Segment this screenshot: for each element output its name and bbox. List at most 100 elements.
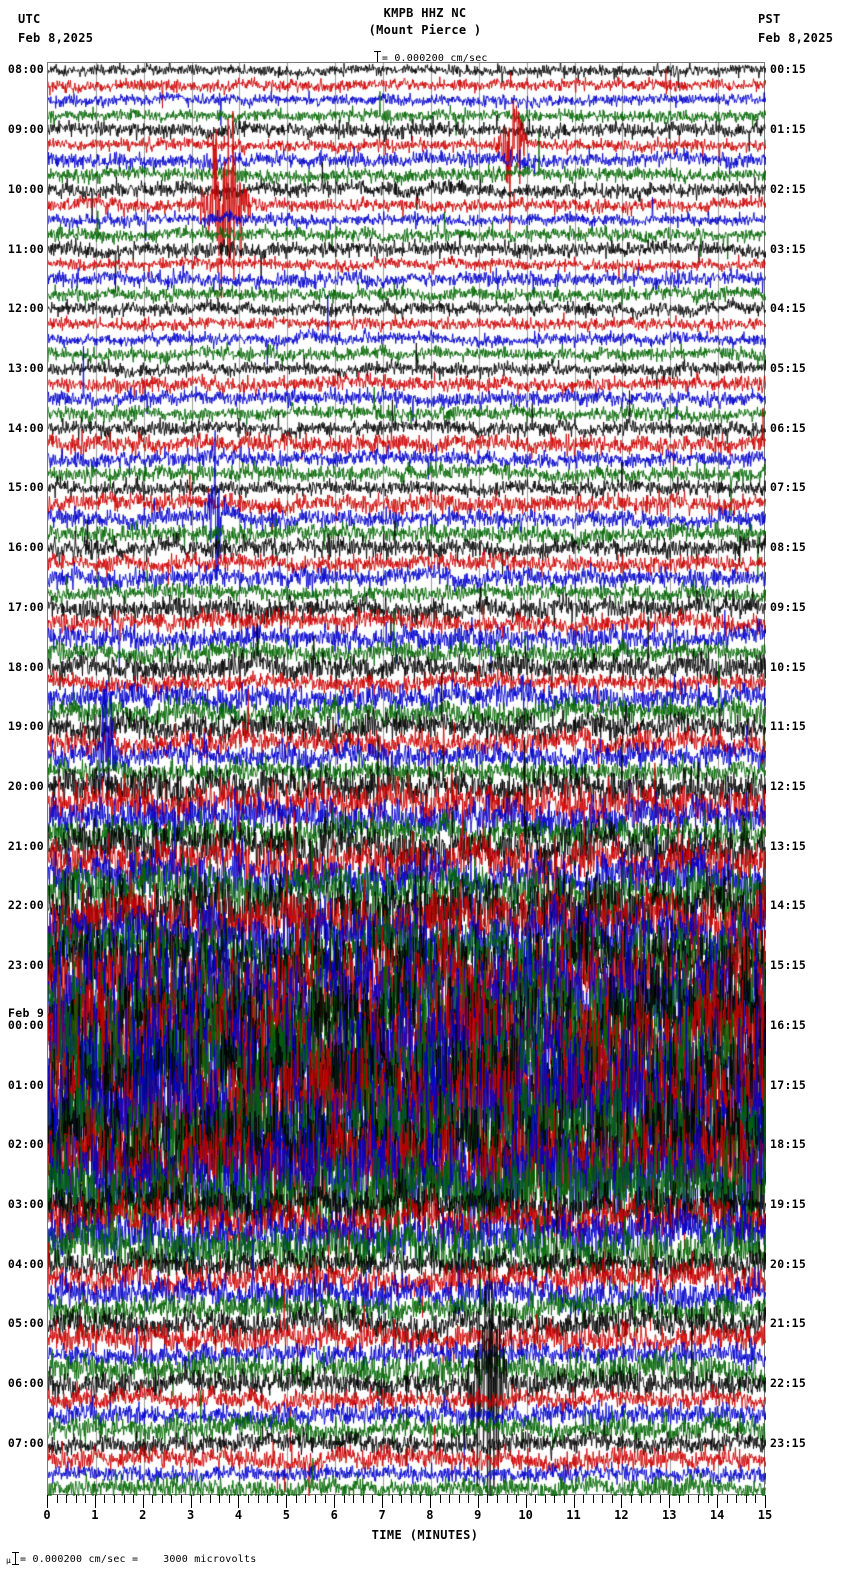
station-name-label: (Mount Pierce ) <box>368 23 482 37</box>
axis-tick-minor <box>583 1495 585 1503</box>
axis-tick-minor <box>563 1495 565 1503</box>
header-left-block: UTC Feb 8,2025 <box>18 10 93 48</box>
axis-tick-minor <box>420 1495 422 1503</box>
utc-hour-label-1100: 11:00 <box>7 241 44 256</box>
axis-tick-minor <box>372 1495 374 1503</box>
axis-tick-major <box>669 1495 671 1508</box>
axis-tick-minor <box>276 1495 278 1503</box>
axis-tick-minor <box>487 1495 489 1503</box>
utc-hour-label-1300: 13:00 <box>7 361 44 375</box>
utc-hour-label-2100: 21:00 <box>7 838 44 853</box>
axis-tick-minor <box>324 1495 326 1503</box>
axis-tick-major <box>286 1495 288 1508</box>
axis-tick-minor <box>736 1495 738 1503</box>
utc-hour-label-1900: 19:00 <box>7 719 44 734</box>
axis-tick-major <box>477 1495 479 1508</box>
header-right-block: PST Feb 8,2025 <box>758 10 833 48</box>
pst-hour-label-2215: 22:15 <box>770 1376 807 1391</box>
pst-date-label: Feb 8,2025 <box>758 31 834 45</box>
axis-tick-minor <box>697 1495 699 1503</box>
pst-hour-label-1215: 12:15 <box>770 778 807 793</box>
axis-tick-minor <box>133 1495 135 1503</box>
ibeam-scalebar-icon <box>373 50 382 64</box>
axis-tick-minor <box>496 1495 498 1503</box>
axis-tick-minor <box>228 1495 230 1503</box>
pst-hour-label-0315: 03:15 <box>770 241 807 256</box>
axis-tick-minor <box>458 1495 460 1503</box>
axis-tick-minor <box>114 1495 115 1503</box>
axis-tick-label: 8 <box>426 1508 434 1522</box>
scale-reference: = 0.000200 cm/sec <box>348 36 488 80</box>
axis-tick-minor <box>295 1495 297 1503</box>
pst-hour-label-0515: 05:15 <box>770 361 807 375</box>
utc-hour-label-1700: 17:00 <box>7 599 44 614</box>
axis-tick-label: 12 <box>614 1508 629 1522</box>
timezone-utc-label: UTC <box>18 12 41 26</box>
helicorder-plot[interactable] <box>47 62 766 1496</box>
utc-hour-label-2200: 22:00 <box>7 898 44 913</box>
axis-tick-label: 6 <box>330 1508 338 1522</box>
pst-hour-label-1115: 11:15 <box>770 719 807 734</box>
axis-tick-label: 1 <box>91 1508 99 1522</box>
pst-hour-label-0715: 07:15 <box>770 480 807 495</box>
axis-tick-minor <box>219 1495 221 1503</box>
pst-hour-label-1315: 13:15 <box>770 838 807 853</box>
axis-tick-major <box>190 1495 192 1508</box>
timezone-pst-label: PST <box>758 12 781 26</box>
axis-tick-minor <box>104 1495 106 1503</box>
axis-tick-major <box>429 1495 431 1508</box>
axis-tick-minor <box>535 1495 537 1503</box>
utc-hour-label-0400: 04:00 <box>7 1256 44 1271</box>
axis-tick-minor <box>75 1495 77 1503</box>
axis-tick-major <box>573 1495 575 1508</box>
pst-hour-label-2015: 20:15 <box>770 1256 807 1271</box>
axis-tick-label: 7 <box>378 1508 386 1522</box>
day-change-label: Feb 9 <box>8 1005 45 1020</box>
axis-tick-minor <box>267 1495 269 1503</box>
axis-tick-minor <box>410 1495 412 1503</box>
axis-tick-minor <box>688 1495 690 1503</box>
axis-tick-minor <box>726 1495 728 1503</box>
utc-hour-label-0700: 07:00 <box>7 1435 44 1450</box>
axis-tick-minor <box>353 1495 355 1503</box>
axis-tick-minor <box>401 1495 403 1503</box>
axis-tick-minor <box>650 1495 652 1503</box>
axis-tick-minor <box>391 1495 393 1503</box>
axis-tick-minor <box>611 1495 613 1503</box>
axis-tick-minor <box>343 1495 345 1503</box>
axis-tick-minor <box>152 1495 154 1503</box>
axis-tick-label: 14 <box>709 1508 725 1522</box>
pst-hour-label-1415: 14:15 <box>770 898 807 913</box>
axis-tick-minor <box>439 1495 441 1503</box>
pst-hour-label-1715: 17:15 <box>770 1077 807 1092</box>
axis-tick-minor <box>66 1495 68 1503</box>
axis-tick-minor <box>181 1495 183 1503</box>
axis-tick-minor <box>209 1495 211 1503</box>
utc-hour-label-0300: 03:00 <box>7 1196 44 1211</box>
utc-hour-label-0600: 06:00 <box>7 1376 44 1391</box>
axis-tick-major <box>142 1495 144 1508</box>
utc-hour-label-0500: 05:00 <box>7 1316 44 1331</box>
pst-hour-label-2315: 23:15 <box>770 1435 807 1450</box>
station-code-label: KMPB HHZ NC <box>383 6 467 20</box>
axis-tick-label: 5 <box>282 1508 290 1522</box>
axis-tick-minor <box>755 1495 757 1503</box>
axis-tick-minor <box>592 1495 594 1503</box>
axis-tick-major <box>47 1495 48 1508</box>
axis-tick-minor <box>315 1495 317 1503</box>
utc-hour-label-1800: 18:00 <box>7 659 44 674</box>
axis-tick-minor <box>161 1495 163 1503</box>
axis-tick-label: 4 <box>234 1508 243 1522</box>
utc-date-label: Feb 8,2025 <box>18 31 94 45</box>
footer-ibeam-scalebar-icon <box>11 1551 20 1565</box>
seismic-trace-canvas <box>48 63 766 1496</box>
axis-tick-major <box>621 1495 623 1508</box>
axis-tick-major <box>94 1495 96 1508</box>
time-axis-title: TIME (MINUTES) <box>371 1528 479 1542</box>
utc-hour-label-1500: 15:00 <box>7 480 44 495</box>
axis-tick-minor <box>707 1495 709 1503</box>
axis-tick-label: 13 <box>662 1508 677 1522</box>
utc-hour-label-2300: 23:00 <box>7 958 44 973</box>
utc-hour-label-0800: 08:00 <box>7 62 44 77</box>
